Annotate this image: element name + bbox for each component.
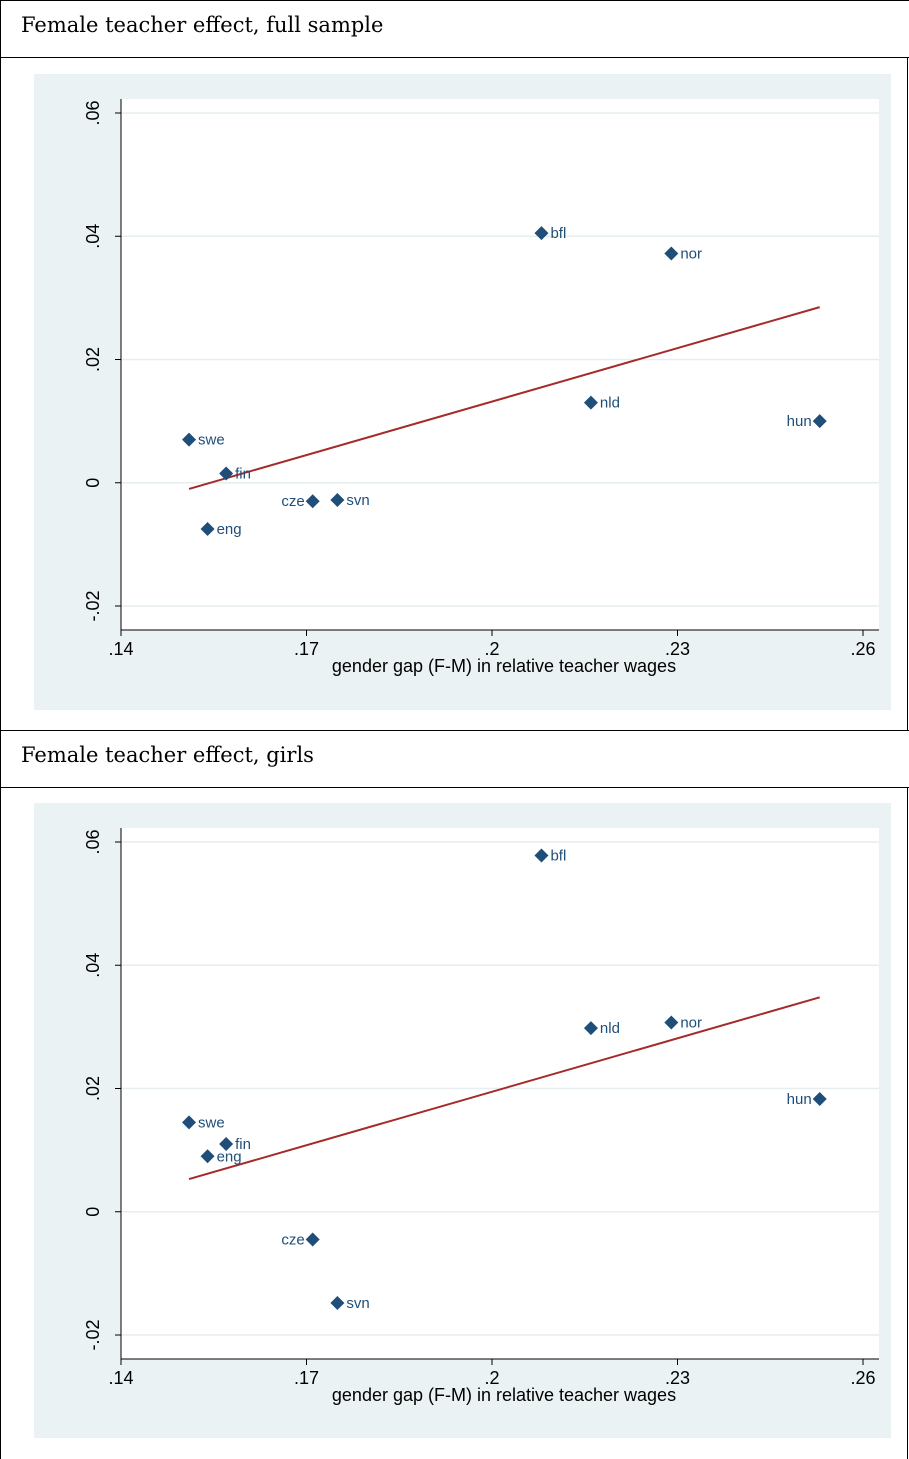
point-svn	[330, 493, 345, 508]
point-label-nor: nor	[680, 246, 702, 263]
x-axis-title: gender gap (F-M) in relative teacher wag…	[332, 1385, 676, 1405]
point-label-swe: swe	[198, 1114, 225, 1131]
point-label-svn: svn	[346, 1295, 369, 1312]
point-cze	[305, 494, 320, 509]
point-fin	[219, 466, 234, 481]
point-label-cze: cze	[281, 1231, 304, 1248]
plot-region	[121, 828, 879, 1359]
x-tick-label: .23	[665, 639, 690, 659]
point-label-svn: svn	[346, 492, 369, 509]
y-tick-label: .06	[83, 100, 103, 125]
point-fin	[219, 1136, 234, 1151]
point-label-nor: nor	[680, 1015, 702, 1032]
x-tick-label: .2	[484, 639, 499, 659]
point-hun	[812, 1091, 827, 1106]
point-nld	[583, 1021, 598, 1036]
point-label-hun: hun	[787, 1091, 812, 1108]
x-tick-label: .23	[665, 1368, 690, 1388]
panel-2-header: Female teacher effect, girls	[1, 730, 909, 788]
y-tick-label: .04	[83, 224, 103, 249]
point-label-bfl: bfl	[550, 225, 566, 242]
point-nor	[664, 1015, 679, 1030]
x-tick-label: .17	[294, 1368, 319, 1388]
y-tick-label: .04	[83, 953, 103, 978]
panel-2-plot-area: -.02 0 .02 .04 .06 .14 .17 .2 .23 .26 gender gap (…	[34, 803, 891, 1438]
y-tick-label: .02	[83, 347, 103, 372]
point-eng	[200, 521, 215, 536]
point-label-fin: fin	[235, 1136, 251, 1153]
point-label-nld: nld	[600, 395, 620, 412]
point-svn	[330, 1295, 345, 1310]
point-label-cze: cze	[281, 493, 304, 510]
point-label-eng: eng	[217, 1148, 242, 1165]
x-tick-label: .26	[850, 639, 875, 659]
point-eng	[200, 1149, 215, 1164]
plot-region	[121, 99, 879, 630]
panel-1-title: Female teacher effect, full sample	[21, 13, 384, 37]
point-nld	[583, 395, 598, 410]
fit-line	[188, 306, 820, 490]
x-tick-label: .26	[850, 1368, 875, 1388]
panel-2-title: Female teacher effect, girls	[21, 743, 314, 767]
point-bfl	[534, 848, 549, 863]
point-label-hun: hun	[787, 413, 812, 430]
y-tick-label: -.02	[83, 1319, 103, 1350]
y-tick-label: -.02	[83, 590, 103, 621]
x-axis-title: gender gap (F-M) in relative teacher wag…	[332, 656, 676, 676]
y-tick-label: .02	[83, 1076, 103, 1101]
point-swe	[182, 1115, 197, 1130]
y-tick-label: 0	[83, 478, 103, 488]
panel-1-header: Female teacher effect, full sample	[1, 0, 909, 58]
x-tick-label: .14	[108, 1368, 133, 1388]
point-label-eng: eng	[217, 521, 242, 538]
chart-girls: -.02 0 .02 .04 .06 .14 .17 .2 .23 .26 gender gap (…	[83, 828, 879, 1405]
chart-full-sample: -.02 0 .02 .04 .06 .14 .17 .2 .23 .26 gender gap (…	[83, 99, 879, 676]
fit-line	[188, 996, 820, 1181]
point-nor	[664, 246, 679, 261]
y-tick-label: .06	[83, 829, 103, 854]
point-bfl	[534, 226, 549, 241]
panel-1-plot-area: -.02 0 .02 .04 .06 .14 .17 .2 .23 .26 gender gap (…	[34, 74, 891, 710]
point-cze	[305, 1232, 320, 1247]
x-tick-label: .2	[484, 1368, 499, 1388]
point-hun	[812, 414, 827, 429]
y-tick-label: 0	[83, 1207, 103, 1217]
point-swe	[182, 432, 197, 447]
point-label-fin: fin	[235, 466, 251, 483]
point-label-swe: swe	[198, 432, 225, 449]
x-tick-label: .17	[294, 639, 319, 659]
point-label-bfl: bfl	[550, 848, 566, 865]
point-label-nld: nld	[600, 1020, 620, 1037]
x-tick-label: .14	[108, 639, 133, 659]
